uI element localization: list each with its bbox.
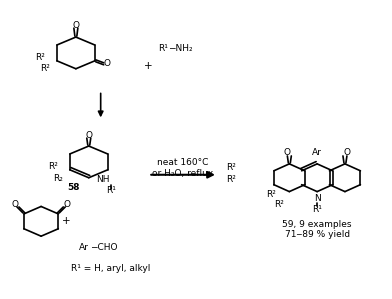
Text: O: O [343, 149, 350, 158]
Text: ​59, 9 examples: ​59, 9 examples [282, 220, 352, 229]
Text: R²: R² [226, 163, 236, 172]
Text: −NH₂: −NH₂ [168, 45, 193, 54]
Text: O: O [73, 21, 79, 30]
Text: O: O [103, 59, 110, 68]
Text: Ar: Ar [79, 242, 89, 251]
Text: R¹: R¹ [106, 186, 116, 195]
Text: Ar: Ar [312, 149, 322, 158]
Text: N: N [314, 194, 321, 203]
Text: R²: R² [274, 200, 284, 209]
Text: NH: NH [96, 175, 109, 184]
Text: −CHO: −CHO [90, 242, 117, 251]
Text: O: O [11, 201, 18, 210]
Text: O: O [284, 149, 291, 158]
Text: 71‒89 % yield: 71‒89 % yield [285, 230, 350, 239]
Text: +: + [144, 61, 152, 71]
Text: or H₂O, reflux: or H₂O, reflux [152, 169, 214, 178]
Text: R²: R² [35, 53, 45, 62]
Text: O: O [64, 201, 71, 210]
Text: neat 160°C: neat 160°C [158, 158, 209, 167]
Text: R¹ = H, aryl, alkyl: R¹ = H, aryl, alkyl [71, 264, 150, 273]
Text: R¹: R¹ [158, 45, 168, 54]
Text: R₂: R₂ [53, 174, 63, 183]
Text: O: O [85, 131, 92, 140]
Text: +: + [62, 216, 70, 226]
Text: R²: R² [226, 175, 236, 184]
Text: R²: R² [48, 162, 58, 171]
Text: 58: 58 [67, 183, 80, 192]
Text: R¹: R¹ [312, 205, 322, 214]
Text: R²: R² [267, 190, 276, 199]
Text: R²: R² [40, 64, 50, 73]
